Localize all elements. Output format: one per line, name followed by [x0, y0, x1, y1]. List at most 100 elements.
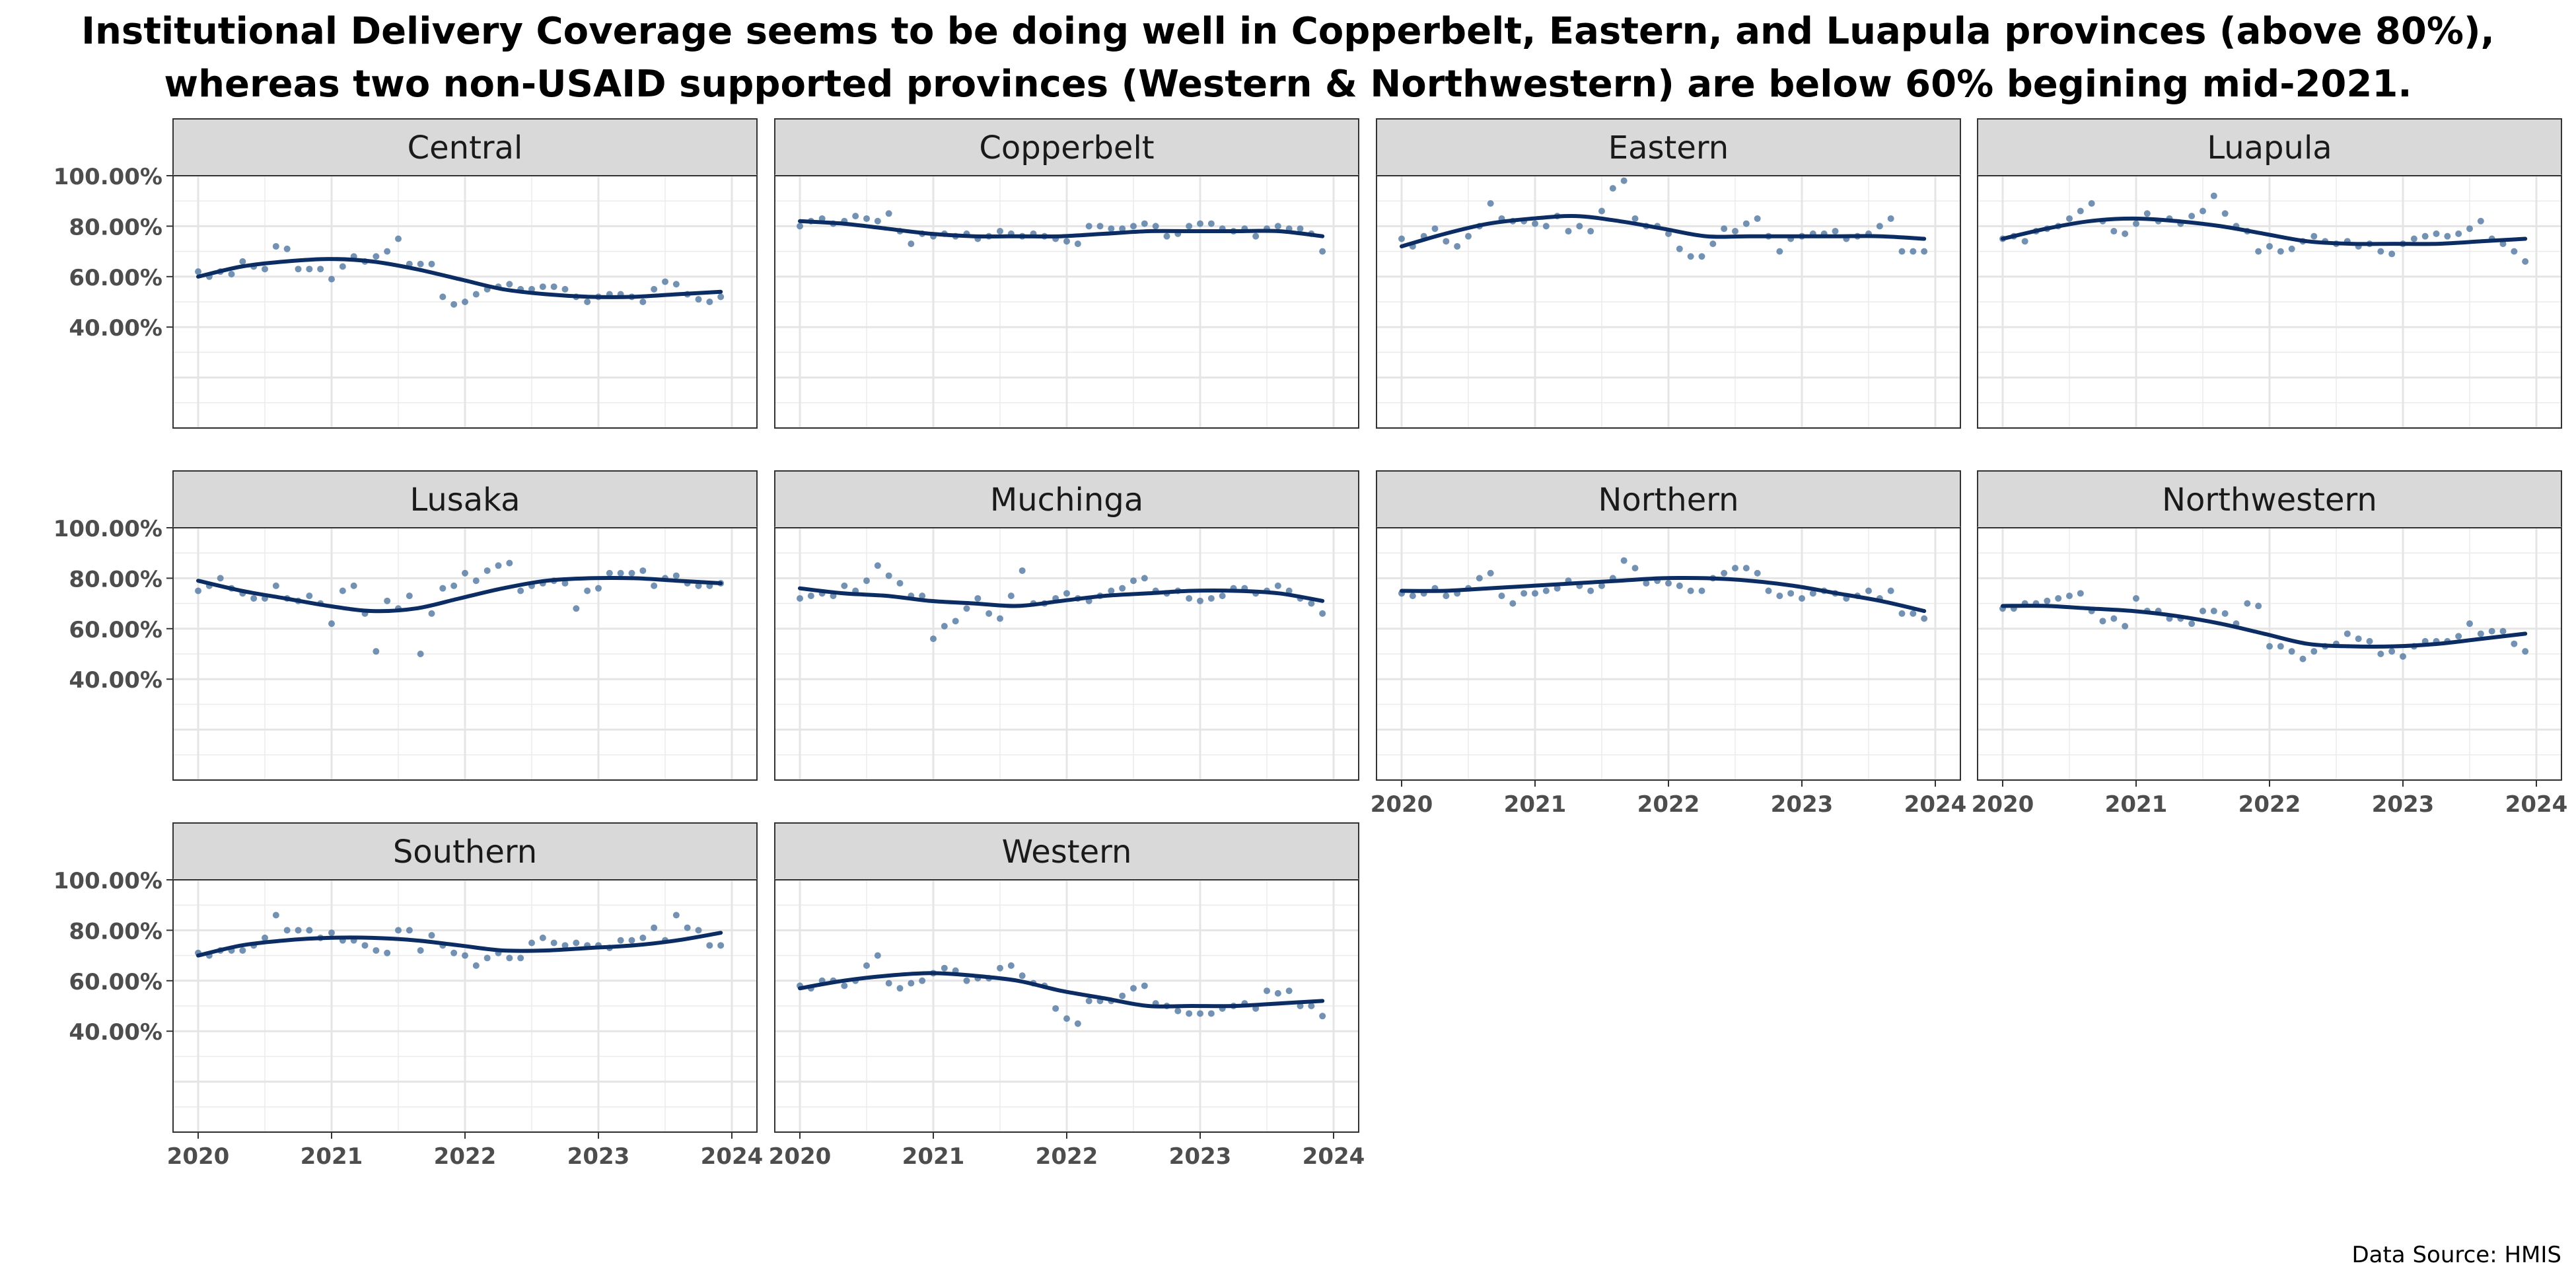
data-point: [941, 622, 948, 629]
data-point: [2188, 213, 2196, 220]
data-point: [1587, 228, 1594, 235]
data-point: [550, 939, 557, 947]
facet-strip-label: Muchinga: [990, 482, 1143, 519]
data-point: [2055, 594, 2062, 602]
data-point: [797, 594, 803, 602]
data-point: [1308, 1003, 1315, 1009]
data-point: [1264, 987, 1270, 995]
data-point: [874, 952, 881, 959]
data-point: [2066, 592, 2073, 600]
data-point: [228, 270, 235, 277]
data-point: [997, 615, 1003, 622]
data-point: [1631, 565, 1639, 572]
data-point: [483, 954, 491, 962]
x-tick-label: 2020: [1972, 791, 2034, 818]
data-point: [1910, 248, 1917, 255]
data-point: [1108, 587, 1115, 594]
data-point: [2110, 228, 2118, 235]
data-point: [651, 582, 658, 589]
data-point: [239, 258, 246, 265]
data-point: [852, 213, 859, 220]
panel-border: [1977, 175, 2562, 429]
data-point: [373, 253, 380, 260]
facet-panel-luapula: Luapula: [1977, 118, 2562, 429]
data-point: [2466, 620, 2473, 627]
data-point: [695, 927, 702, 934]
facet-panel-eastern: Eastern: [1376, 118, 1961, 429]
data-point: [1910, 610, 1917, 617]
data-point: [2277, 643, 2284, 650]
data-point: [428, 610, 435, 617]
data-point: [1898, 610, 1906, 617]
data-point: [2522, 258, 2529, 265]
data-point: [450, 582, 458, 589]
data-point: [550, 283, 557, 291]
data-point: [1509, 600, 1517, 607]
data-point: [1398, 235, 1405, 242]
data-point: [561, 580, 569, 587]
data-point: [2299, 655, 2307, 662]
data-point: [1207, 1010, 1215, 1017]
data-point: [1285, 987, 1293, 995]
y-tick-label: 40.00%: [69, 315, 162, 341]
data-point: [2277, 248, 2284, 255]
data-point: [472, 577, 480, 585]
data-point: [2266, 643, 2273, 650]
smooth-line: [798, 586, 1325, 608]
data-point: [1742, 220, 1750, 227]
smooth-line: [196, 575, 723, 614]
data-point: [2088, 200, 2095, 207]
data-point: [2366, 637, 2373, 645]
data-point: [317, 266, 324, 273]
data-point: [2221, 610, 2229, 617]
data-point: [874, 562, 881, 569]
data-point: [1152, 223, 1159, 230]
data-point: [2455, 633, 2462, 640]
data-point: [841, 982, 848, 989]
data-point: [662, 278, 668, 285]
data-point: [1252, 233, 1260, 240]
data-point: [439, 585, 447, 592]
data-point: [1876, 223, 1883, 230]
data-point: [919, 592, 926, 600]
data-point: [985, 610, 993, 617]
data-point: [2310, 648, 2318, 655]
facet-strip: [172, 822, 758, 880]
data-point: [628, 569, 635, 577]
facet-panel-southern: Southern 40.00% 60.00% 80.00% 100.00% 2020 202…: [54, 822, 763, 1170]
data-point: [217, 575, 224, 582]
data-point: [1119, 225, 1126, 233]
y-tick-label: 80.00%: [69, 918, 162, 945]
data-point: [2400, 653, 2406, 660]
data-point: [2444, 233, 2451, 240]
data-point: [908, 980, 915, 987]
smooth-line: [196, 257, 723, 299]
data-point: [1308, 600, 1315, 607]
data-point: [483, 567, 491, 574]
facet-panel-western: Western 2020 2021 2022 2023 2024: [769, 822, 1365, 1170]
data-point: [997, 964, 1003, 972]
data-point: [1197, 597, 1203, 604]
data-point: [2288, 648, 2295, 655]
data-point: [339, 263, 346, 270]
x-tick-label: 2021: [902, 1143, 965, 1170]
x-tick-label: 2021: [2105, 791, 2168, 818]
data-point: [295, 927, 302, 934]
data-point: [573, 605, 580, 612]
data-point: [1498, 592, 1505, 600]
x-tick-label: 2020: [167, 1143, 230, 1170]
smooth-line: [798, 971, 1325, 1009]
data-point: [450, 949, 458, 956]
data-point: [2488, 627, 2495, 635]
facet-strip: [1376, 118, 1961, 176]
smooth-line: [1400, 214, 1927, 248]
data-point: [1832, 228, 1839, 235]
data-point: [1554, 585, 1561, 592]
data-point: [295, 266, 302, 273]
data-point: [373, 947, 380, 954]
data-point: [428, 932, 435, 939]
data-point: [639, 567, 647, 574]
x-tick-label: 2021: [301, 1143, 363, 1170]
data-point: [1542, 223, 1550, 230]
y-tick-label: 60.00%: [69, 617, 162, 643]
